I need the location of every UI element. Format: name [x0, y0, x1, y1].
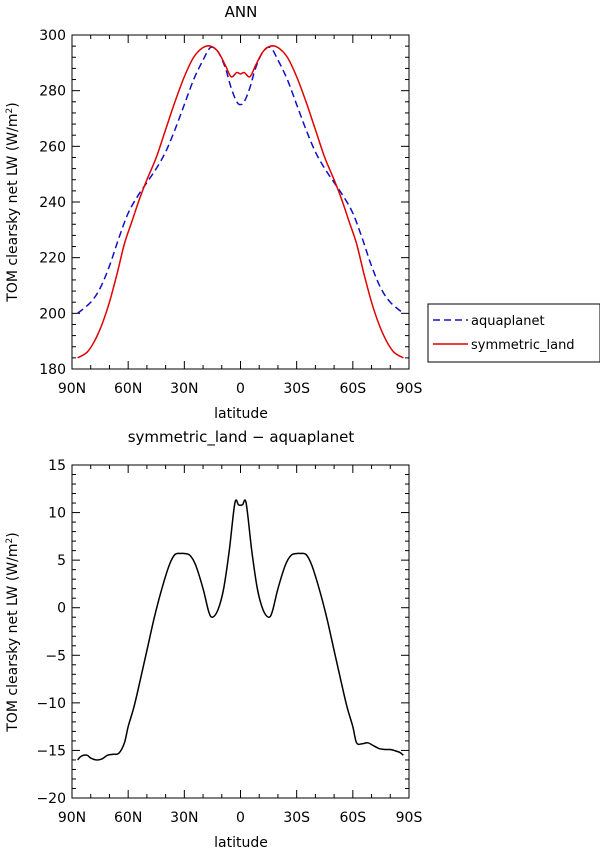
y-tick-label: 0: [57, 601, 66, 617]
x-tick-label: 60S: [339, 810, 366, 826]
x-tick-label: 30S: [283, 381, 310, 397]
y-tick-label: −10: [36, 696, 66, 712]
x-tick-label: 0: [236, 381, 245, 397]
y-tick-label: 10: [48, 506, 66, 522]
x-tick-label: 60S: [339, 381, 366, 397]
legend-box: [427, 303, 600, 363]
y-tick-label: 180: [39, 362, 66, 378]
y-tick-label: 260: [39, 139, 66, 155]
bottom-chart-ylabel: TOM clearsky net LW (W/m2): [5, 532, 21, 732]
y-tick-label: 280: [39, 84, 66, 100]
top-chart-title: ANN: [225, 3, 258, 21]
top-chart-panel: ANN 90N 60N 30N 0 30S 60S 90S 180 200 220 240 260 28…: [5, 3, 600, 422]
x-tick-label: 30N: [170, 381, 198, 397]
bottom-chart-xlabel: latitude: [214, 835, 268, 851]
x-tick-label: 90N: [58, 381, 86, 397]
y-tick-label: 240: [39, 195, 66, 211]
top-chart-ylabel: TOM clearsky net LW (W/m2): [5, 102, 21, 302]
x-tick-label: 90N: [58, 810, 86, 826]
x-tick-label: 60N: [114, 810, 142, 826]
x-tick-label: 30N: [170, 810, 198, 826]
y-tick-label: 200: [39, 306, 66, 322]
aquaplanet-series-line: [77, 46, 404, 314]
legend-label-aquaplanet: aquaplanet: [471, 314, 545, 329]
difference-series-line: [77, 499, 404, 761]
x-tick-label: 60N: [114, 381, 142, 397]
y-tick-label: 15: [48, 458, 66, 474]
y-tick-label: −15: [36, 743, 66, 759]
bottom-chart-panel: symmetric_land − aquaplanet 90N 60N 30N 0 30…: [5, 428, 422, 851]
x-tick-label: 30S: [283, 810, 310, 826]
symmetric-land-series-line: [77, 45, 404, 359]
y-tick-label: −20: [36, 791, 66, 807]
y-tick-label: 300: [39, 28, 66, 44]
bottom-chart-title: symmetric_land − aquaplanet: [128, 428, 355, 447]
x-tick-label: 90S: [396, 810, 423, 826]
y-tick-label: 220: [39, 251, 66, 267]
legend-label-symmetric-land: symmetric_land: [471, 338, 575, 353]
x-tick-label: 90S: [396, 381, 423, 397]
y-tick-label: 5: [57, 553, 66, 569]
legend: aquaplanet symmetric_land: [427, 303, 600, 363]
x-tick-label: 0: [236, 810, 245, 826]
y-tick-label: −5: [45, 648, 66, 664]
top-chart-frame: [71, 34, 410, 370]
top-chart-xlabel: latitude: [214, 406, 268, 422]
